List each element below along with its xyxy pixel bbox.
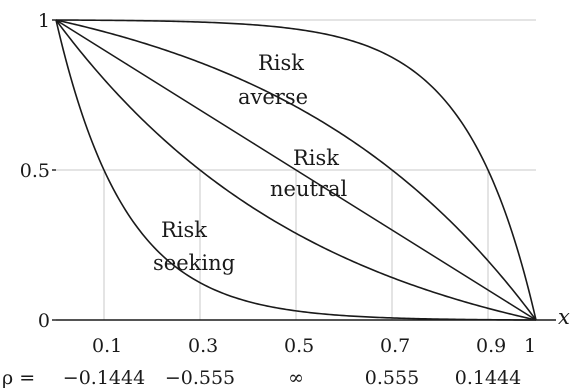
x-tick-label-3: 0.7: [380, 335, 410, 357]
annotation-risk-neutral-line2: neutral: [270, 177, 347, 201]
series-line-1: [55, 19, 537, 321]
annotation-risk-seeking-line1: Risk: [161, 218, 207, 242]
series-line-2: [55, 19, 537, 321]
rho-prefix: ρ =: [2, 367, 35, 389]
y-tick-label-0: 0: [38, 310, 50, 332]
rho-label-2: ∞: [288, 367, 304, 389]
x-axis-label: x: [558, 305, 570, 329]
rho-label-1: −0.555: [165, 367, 235, 389]
x-tick-label-0: 0.1: [92, 335, 122, 357]
annotation-risk-averse-line1: Risk: [258, 51, 304, 75]
ticks-layer: 0.1 0.3 0.5 0.7 0.9 1 0 0.5 1 −0.1444 −0.555 ∞ 0.555…: [20, 10, 536, 389]
rho-label-3: 0.555: [365, 367, 419, 389]
y-tick-label-1: 0.5: [20, 160, 50, 182]
annotation-risk-seeking-line2: seeking: [153, 251, 235, 275]
rho-label-4: 0.1444: [455, 367, 521, 389]
y-tick-label-2: 1: [38, 10, 50, 32]
x-tick-label-4: 0.9: [476, 335, 506, 357]
series-line-3: [55, 19, 537, 321]
x-tick-label-1: 0.3: [188, 335, 218, 357]
x-tick-label-2: 0.5: [284, 335, 314, 357]
series-line-0: [55, 19, 537, 321]
annotation-risk-neutral-line1: Risk: [293, 146, 339, 170]
annotation-risk-averse-line2: averse: [238, 85, 308, 109]
rho-label-0: −0.1444: [63, 367, 145, 389]
x-tick-label-5: 1: [524, 335, 536, 357]
